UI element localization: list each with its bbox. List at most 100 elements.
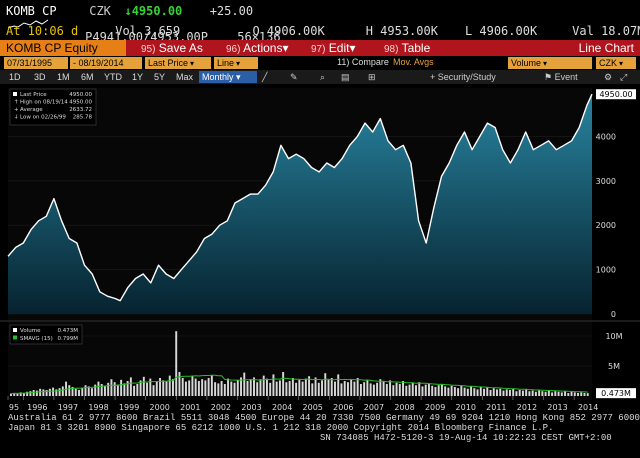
stack-icon[interactable]: ▤ [341,72,350,82]
tab-5y[interactable]: 5Y [154,72,166,82]
expand-icon[interactable]: ⤢ [620,72,628,82]
start-date-field[interactable]: 07/31/1995 [4,57,68,69]
volume-bar [68,385,71,396]
volume-bar [259,379,262,396]
volume-bar [463,387,466,396]
volume-bar [392,385,395,396]
volume-bar [233,382,236,396]
legend-swatch-last [13,92,17,96]
zoom-icon[interactable]: ⌕ [320,72,326,82]
volume-bar [188,380,191,396]
quote-volume: Vol 3,659 [115,24,181,38]
volume-bar [116,384,119,396]
volume-bar [19,392,22,396]
volume-bar [172,379,174,396]
volume-bar [586,393,589,396]
volume-bar [165,381,168,396]
legend-average-value: 2633.72 [69,107,92,113]
volume-bar [521,390,524,396]
volume-bar [291,378,294,396]
legend-high-value: 4950.00 [69,100,92,106]
quote-high: H 4953.00K [365,24,438,38]
tab-monthly[interactable]: Monthly ▾ [199,71,257,83]
grid-icon[interactable]: ⊞ [368,72,376,82]
tab-1m[interactable]: 1M [57,72,70,82]
volume-bar [512,388,515,396]
volume-bar [427,383,430,396]
tab-max[interactable]: Max [176,72,194,82]
tab-ytd[interactable]: YTD [104,72,122,82]
volume-bar [408,384,411,396]
price-line [7,93,593,302]
end-date-field[interactable]: - 08/19/2014 [70,57,142,69]
volume-select[interactable]: Volume [508,57,592,69]
volume-bar [285,382,288,396]
volume-bar [363,382,366,396]
volume-bar [256,382,259,396]
edit-menu[interactable]: 97) Edit▾ [311,41,356,55]
x-tick-label: 2014 [578,403,598,412]
end-date-value: 08/19/2014 [78,58,124,68]
vol-legend-value: 0.473M [58,328,79,334]
volume-bar [301,381,304,396]
x-tick-label: 2007 [364,403,384,412]
style-select[interactable]: Line [214,57,258,69]
volume-bar [547,390,550,396]
volume-bar [385,384,388,396]
volume-legend: Volume 0.473M SMAVG (15) 0.799M [9,324,83,345]
plus-icon: + [430,72,438,82]
tab-1d[interactable]: 1D [9,72,21,82]
currency-select-value: CZK [599,58,617,68]
legend-low-marker: ↓ [14,114,19,121]
tab-6m[interactable]: 6M [81,72,94,82]
event-button[interactable]: ⚑ Event [544,71,578,83]
sparkline-icon [7,19,49,29]
draw-tool-icon[interactable]: ✎ [290,72,298,82]
volume-bar [379,379,382,396]
legend-low-label: Low on 02/26/99 [20,115,66,121]
table-button[interactable]: 98) Table [384,41,430,55]
volume-bar [159,378,161,396]
price-volume-chart[interactable]: 0 1000 2000 3000 4000 4950.00 10M 5M 0.473M 95 199… [0,84,640,458]
actions-menu[interactable]: 96) Actions▾ [226,41,289,55]
x-tick-label: 2008 [394,403,414,412]
volume-bar [557,391,560,396]
tab-1y[interactable]: 1Y [132,72,144,82]
legend-last-value: 4950.00 [69,92,92,98]
last-price-tag-bg [596,89,636,100]
security-study-button[interactable]: + Security/Study [430,71,496,83]
volume-bar [308,376,311,396]
compare-button[interactable]: 11) Compare [337,57,389,67]
volume-bar [61,386,64,396]
y-tick-label: 4000 [596,132,616,141]
settings-icon[interactable]: ⚙ [604,72,613,82]
volume-bar [496,389,498,396]
actions-number: 96) [226,44,241,55]
volume-bar [113,382,116,396]
volume-bar [372,384,375,396]
save-as-button[interactable]: 95) Save As [141,41,203,55]
line-tool-icon[interactable]: ╱ [262,72,268,82]
volume-bar [382,381,385,396]
price-area [8,94,592,314]
date-separator: - [73,58,79,68]
mov-avgs-button[interactable]: Mov. Avgs [393,57,434,67]
tab-3d[interactable]: 3D [34,72,46,82]
volume-bar [214,382,217,396]
chart-type-label: Line Chart [578,41,634,55]
currency-select[interactable]: CZK [596,57,636,69]
volume-bar [424,384,427,396]
field-select[interactable]: Last Price [145,57,211,69]
volume-bar [538,390,541,396]
security-study-label: Security/Study [437,72,496,82]
volume-bar [52,387,55,396]
smavg-legend-value: 0.799M [58,336,79,342]
last-price-tag: 4950.00 [599,90,632,99]
volume-bar [431,385,434,396]
volume-bar [65,381,68,396]
chevron-down-icon: ▾ [282,41,289,55]
ticker-symbol: KOMB CP [6,4,57,18]
security-title[interactable]: KOMB CP Equity [0,40,126,56]
x-tick-label: 2009 [425,403,445,412]
volume-bar [295,382,298,396]
